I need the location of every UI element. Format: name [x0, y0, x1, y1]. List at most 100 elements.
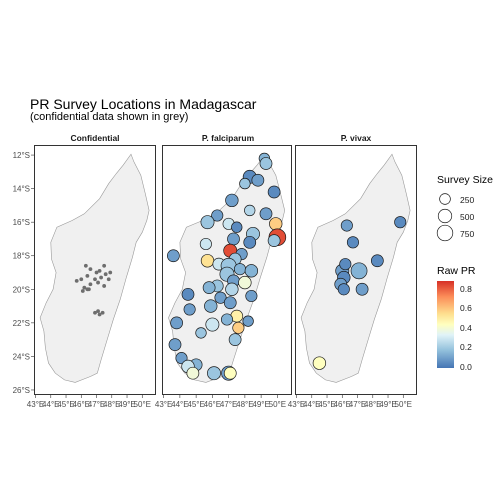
- y-tick-label: 22°S: [13, 319, 30, 328]
- confidential-point: [102, 284, 107, 288]
- size-legend-label-750: 750: [460, 229, 475, 239]
- survey-point: [200, 215, 215, 230]
- survey-point: [370, 254, 384, 268]
- size-legend-circle-500: [437, 208, 453, 224]
- y-tick-label: 20°S: [13, 285, 30, 294]
- survey-point: [346, 236, 359, 249]
- x-tick-label: 48°E: [364, 400, 381, 409]
- survey-point: [168, 338, 182, 352]
- confidential-point: [88, 267, 93, 272]
- survey-point: [312, 356, 327, 370]
- size-legend-label-250: 250: [460, 195, 475, 205]
- survey-point: [214, 291, 227, 304]
- color-legend-label-0.4: 0.4: [460, 323, 472, 333]
- x-tick-label: 46°E: [73, 400, 90, 409]
- x-tick-label: 48°E: [236, 400, 253, 409]
- panel-strip-falciparum: P. falciparum: [201, 133, 255, 143]
- x-tick-label: 46°E: [204, 400, 221, 409]
- x-tick-label: 48°E: [103, 400, 120, 409]
- color-scale-bar: [437, 281, 454, 368]
- confidential-point: [87, 287, 91, 292]
- confidential-point: [82, 285, 87, 290]
- x-tick-label: 50°E: [134, 400, 151, 409]
- confidential-point: [108, 270, 113, 275]
- survey-point: [225, 282, 239, 296]
- survey-point: [227, 232, 240, 246]
- size-legend-label-500: 500: [460, 212, 475, 222]
- confidential-point: [97, 268, 102, 273]
- survey-point: [183, 303, 196, 316]
- x-tick-label: 50°E: [395, 400, 412, 409]
- confidential-point: [99, 275, 103, 280]
- survey-point: [244, 204, 256, 217]
- confidential-point: [93, 310, 97, 315]
- survey-point: [202, 281, 216, 294]
- confidential-point: [97, 312, 102, 317]
- survey-point: [211, 209, 224, 222]
- confidential-point: [93, 277, 97, 282]
- x-tick-label: 46°E: [334, 400, 351, 409]
- survey-point: [181, 287, 195, 301]
- chart-title: PR Survey Locations in Madagascar: [30, 96, 257, 112]
- color-legend-label-0.8: 0.8: [460, 284, 472, 294]
- y-tick-label: 24°S: [13, 352, 30, 361]
- x-tick-label: 45°E: [57, 400, 74, 409]
- size-legend-title: Survey Size: [437, 174, 494, 186]
- y-tick-label: 18°S: [13, 252, 30, 261]
- x-tick-label: 44°E: [171, 400, 188, 409]
- confidential-point: [102, 263, 107, 268]
- survey-point: [228, 333, 242, 346]
- survey-point: [269, 217, 283, 231]
- color-legend-label-0.0: 0.0: [460, 362, 472, 372]
- x-tick-label: 47°E: [220, 400, 237, 409]
- size-legend-circle-250: [439, 193, 451, 205]
- survey-point: [245, 289, 258, 303]
- survey-point: [207, 366, 221, 381]
- survey-point: [267, 185, 281, 199]
- panel-strip-confidential: Confidential: [70, 133, 120, 143]
- x-tick-label: 47°E: [349, 400, 366, 409]
- survey-point: [195, 327, 207, 339]
- confidential-point: [94, 270, 99, 275]
- survey-point: [232, 321, 245, 334]
- survey-point: [259, 157, 273, 170]
- confidential-point: [80, 289, 85, 293]
- x-tick-label: 45°E: [187, 400, 204, 409]
- survey-point: [339, 258, 352, 271]
- survey-point: [337, 283, 350, 296]
- survey-point: [199, 237, 212, 251]
- survey-point: [200, 254, 215, 268]
- color-legend-label-0.6: 0.6: [460, 303, 472, 313]
- x-tick-label: 43°E: [288, 400, 305, 409]
- color-legend-label-0.2: 0.2: [460, 342, 472, 352]
- survey-point: [233, 263, 247, 276]
- size-legend-circle-750: [436, 224, 454, 242]
- survey-point: [239, 177, 251, 190]
- survey-point: [204, 299, 218, 313]
- panel-strip-vivax: P. vivax: [340, 133, 372, 143]
- x-tick-label: 49°E: [379, 400, 396, 409]
- x-tick-label: 49°E: [252, 400, 269, 409]
- confidential-point: [100, 310, 105, 315]
- confidential-point: [103, 272, 108, 277]
- survey-point: [220, 313, 234, 326]
- survey-point: [225, 193, 239, 208]
- survey-point: [238, 275, 252, 290]
- x-tick-label: 44°E: [303, 400, 320, 409]
- x-tick-label: 43°E: [27, 400, 44, 409]
- x-tick-label: 50°E: [269, 400, 286, 409]
- survey-point: [243, 235, 257, 249]
- confidential-point: [88, 282, 93, 287]
- y-tick-label: 14°S: [13, 185, 30, 194]
- confidential-point: [74, 279, 79, 283]
- survey-point: [167, 249, 180, 263]
- x-tick-label: 49°E: [118, 400, 135, 409]
- survey-point: [251, 173, 265, 187]
- survey-point: [242, 315, 254, 327]
- survey-point: [355, 282, 369, 296]
- confidential-point: [96, 309, 100, 314]
- survey-point: [350, 262, 368, 280]
- x-tick-label: 44°E: [42, 400, 59, 409]
- x-tick-label: 43°E: [155, 400, 172, 409]
